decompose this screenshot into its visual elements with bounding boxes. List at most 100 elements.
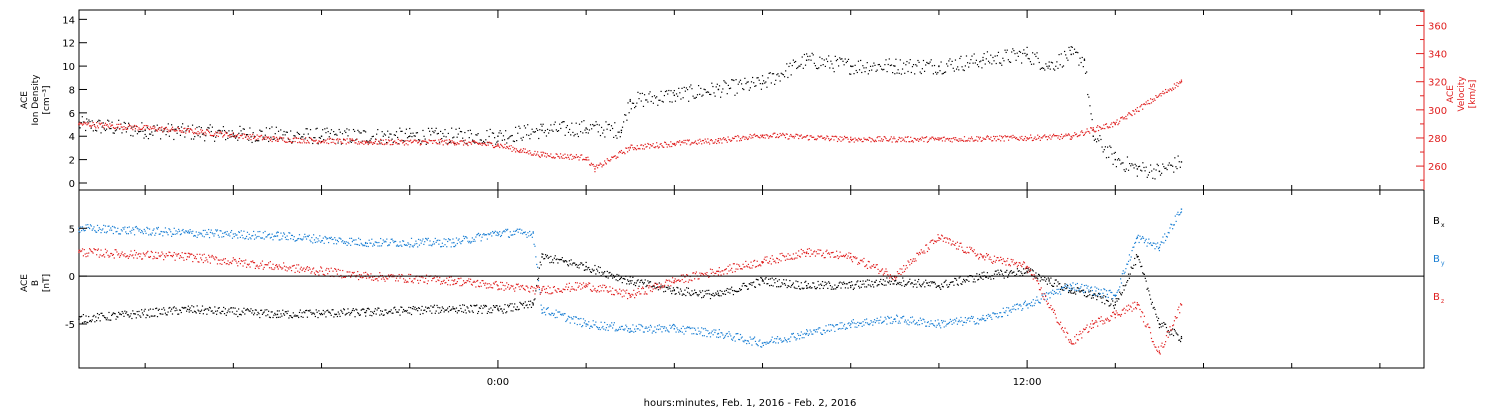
data-point-velocity xyxy=(594,171,596,173)
data-point-ion-density xyxy=(840,58,842,60)
data-point-ion-density xyxy=(1048,65,1050,67)
data-point-velocity xyxy=(825,137,827,139)
data-point-ion-density xyxy=(862,65,864,67)
data-point-velocity xyxy=(803,136,805,138)
data-point-bx xyxy=(499,308,502,310)
data-point-velocity xyxy=(895,141,897,143)
data-point-by xyxy=(261,237,264,239)
data-point-by xyxy=(549,313,551,316)
data-point-by xyxy=(276,231,279,233)
data-point-velocity xyxy=(529,150,531,152)
data-point-by xyxy=(328,237,331,239)
data-point-ion-density xyxy=(112,132,114,134)
data-point-velocity xyxy=(739,138,742,140)
data-point-velocity xyxy=(433,140,436,142)
data-point-ion-density xyxy=(729,87,732,89)
data-point-bx xyxy=(651,286,653,288)
data-point-ion-density xyxy=(937,71,939,74)
data-point-bx xyxy=(646,284,648,287)
data-point-bx xyxy=(171,308,173,310)
data-point-by xyxy=(542,312,544,314)
data-point-ion-density xyxy=(936,73,938,75)
data-point-by xyxy=(877,319,879,322)
data-point-ion-density xyxy=(946,63,948,65)
data-point-by xyxy=(759,339,761,341)
data-point-velocity xyxy=(476,141,478,144)
data-point-velocity xyxy=(899,137,901,139)
data-point-bx xyxy=(891,277,893,280)
data-point-velocity xyxy=(793,137,795,139)
data-point-ion-density xyxy=(455,128,457,130)
data-point-by xyxy=(139,228,141,231)
data-point-velocity xyxy=(410,142,413,144)
data-point-bz xyxy=(112,253,114,256)
data-point-velocity xyxy=(244,133,246,136)
data-point-bx xyxy=(830,288,832,290)
data-point-velocity xyxy=(674,144,676,147)
data-point-ion-density xyxy=(775,79,777,81)
data-point-velocity xyxy=(993,135,995,138)
data-point-by xyxy=(1099,293,1101,295)
data-point-bx xyxy=(480,305,482,307)
data-point-by xyxy=(1120,278,1122,280)
data-point-bz xyxy=(169,251,171,254)
data-point-ion-density xyxy=(309,129,312,131)
data-point-bx xyxy=(1111,298,1113,300)
data-point-bx xyxy=(253,312,256,314)
data-point-velocity xyxy=(1162,90,1164,92)
data-point-ion-density xyxy=(997,51,1000,53)
data-point-ion-density xyxy=(371,135,373,138)
data-point-bx xyxy=(493,306,496,308)
data-point-bz xyxy=(88,252,90,254)
data-point-velocity xyxy=(821,135,823,137)
data-point-by xyxy=(715,329,717,331)
data-point-ion-density xyxy=(1045,63,1047,65)
data-point-bz xyxy=(135,252,137,254)
data-point-bx xyxy=(726,287,728,290)
data-point-velocity xyxy=(111,124,114,126)
data-point-by xyxy=(137,228,139,230)
data-point-by xyxy=(709,332,711,334)
data-point-bx xyxy=(844,287,847,289)
data-point-bx xyxy=(1163,321,1165,324)
data-point-by xyxy=(1166,236,1168,238)
data-point-velocity xyxy=(955,139,958,141)
data-point-ion-density xyxy=(1103,149,1105,151)
data-point-ion-density xyxy=(469,129,471,131)
data-point-bx xyxy=(762,280,765,282)
data-point-velocity xyxy=(536,153,538,155)
data-point-ion-density xyxy=(384,134,387,136)
data-point-ion-density xyxy=(904,72,906,74)
data-point-ion-density xyxy=(109,127,111,130)
data-point-velocity xyxy=(426,141,428,144)
data-point-by xyxy=(560,314,563,316)
data-point-bx xyxy=(199,312,201,314)
data-point-by xyxy=(970,315,973,318)
data-point-bx xyxy=(1015,273,1018,275)
data-point-by xyxy=(1059,291,1061,293)
data-point-by xyxy=(742,340,744,342)
data-point-ion-density xyxy=(312,142,314,145)
data-point-bx xyxy=(498,310,500,312)
data-point-ion-density xyxy=(154,130,156,132)
data-point-by xyxy=(575,316,578,318)
data-point-ion-density xyxy=(454,142,456,145)
data-point-velocity xyxy=(1044,134,1046,136)
data-point-bx xyxy=(688,292,690,294)
data-point-bx xyxy=(1159,323,1161,326)
data-point-by xyxy=(1007,314,1009,317)
data-point-by xyxy=(900,317,902,319)
data-point-bx xyxy=(287,310,289,312)
data-point-bx xyxy=(768,285,771,287)
data-point-velocity xyxy=(1090,127,1092,129)
data-point-bx xyxy=(1038,274,1041,276)
data-point-ion-density xyxy=(669,101,671,103)
data-point-bx xyxy=(531,302,533,304)
data-point-ion-density xyxy=(1077,52,1079,54)
data-point-ion-density xyxy=(631,102,634,104)
data-point-by xyxy=(717,332,720,335)
data-point-bx xyxy=(787,285,789,287)
data-point-by xyxy=(517,231,519,233)
data-point-velocity xyxy=(603,164,605,166)
data-point-bx xyxy=(693,292,695,295)
